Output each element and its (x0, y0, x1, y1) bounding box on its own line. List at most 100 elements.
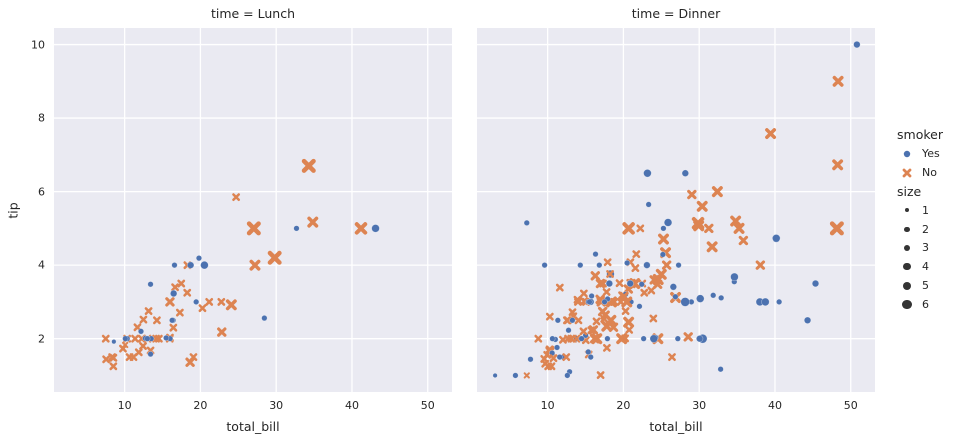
data-point (555, 283, 564, 292)
data-point (674, 335, 681, 342)
legend-item-size-6: 6 (897, 295, 943, 314)
data-point (249, 259, 261, 271)
data-point (193, 298, 200, 306)
data-point (492, 372, 498, 379)
data-point (604, 335, 611, 342)
plot-background (54, 28, 452, 392)
data-point (545, 312, 554, 321)
data-point (625, 325, 634, 334)
data-point (301, 158, 316, 173)
data-point (621, 296, 633, 308)
data-point (658, 233, 669, 245)
data-point (549, 354, 558, 363)
data-point (738, 235, 749, 246)
data-point (647, 286, 656, 295)
data-point (559, 335, 567, 344)
legend-size-dot-icon (897, 263, 917, 271)
data-point (122, 335, 129, 342)
data-point (563, 316, 572, 325)
plot-panel-dinner: 10 20 30 40 50 (477, 28, 875, 412)
data-point (534, 334, 543, 343)
data-point (608, 322, 619, 332)
data-point (111, 339, 117, 345)
data-point (636, 224, 645, 233)
legend-size-dot-icon (897, 281, 917, 290)
data-point (578, 335, 585, 342)
data-point (602, 288, 611, 296)
data-point (683, 332, 693, 342)
data-point (832, 159, 844, 171)
data-point (706, 241, 718, 253)
data-point (832, 75, 844, 87)
plot-area-dinner (477, 28, 875, 392)
x-tick-label: 30 (269, 399, 284, 412)
data-point (616, 297, 625, 306)
x-axis-label-lunch: total_bill (226, 419, 280, 434)
data-point (585, 348, 592, 356)
legend-title-size: size (897, 184, 922, 199)
legend-item-label: 6 (922, 297, 929, 311)
data-point (586, 298, 593, 306)
data-point (761, 297, 770, 307)
data-point (643, 169, 652, 178)
y-tick-label: 10 (31, 38, 45, 52)
legend-circle-marker-icon (897, 147, 917, 161)
x-axis-label-dinner: total_bill (649, 419, 703, 434)
data-point (718, 294, 725, 301)
data-point (643, 261, 651, 269)
x-tick-label: 10 (117, 399, 132, 412)
data-point (624, 259, 631, 267)
data-point (621, 307, 630, 316)
data-point (655, 268, 667, 280)
data-point (101, 334, 110, 343)
data-point (293, 225, 300, 232)
data-point (165, 297, 175, 307)
y-tick-label: 2 (38, 332, 45, 346)
data-point (217, 297, 226, 306)
legend-size-dot-icon (897, 299, 917, 309)
data-point (601, 298, 608, 306)
data-point (246, 221, 261, 236)
x-tick-label: 50 (420, 399, 435, 412)
data-point (577, 262, 584, 269)
data-point (602, 343, 611, 352)
data-point (261, 314, 268, 322)
data-point (169, 323, 178, 332)
data-point (730, 215, 742, 227)
data-point (660, 225, 667, 232)
legend-item-size-1: 1 (897, 201, 943, 220)
data-point (205, 297, 214, 306)
data-point (675, 262, 682, 269)
data-point (631, 264, 640, 273)
data-point (640, 288, 649, 297)
legend-item-smoker-yes: Yes (897, 144, 943, 163)
data-point (710, 292, 717, 299)
data-point (554, 317, 561, 324)
legend-item-size-2: 2 (897, 220, 943, 239)
data-point (590, 271, 600, 281)
data-point (371, 224, 380, 233)
data-point (109, 362, 118, 371)
data-point (589, 333, 600, 344)
legend-item-label: 2 (922, 222, 929, 236)
data-point (803, 316, 812, 324)
data-point (603, 258, 612, 267)
legend-item-size-3: 3 (897, 239, 943, 258)
data-point (616, 333, 628, 345)
data-point (556, 353, 563, 361)
data-point (711, 186, 723, 198)
data-point (592, 251, 599, 258)
facet-title-lunch: time = Lunch (210, 6, 296, 21)
legend-item-label: 1 (922, 203, 929, 217)
data-point (171, 262, 178, 269)
legend-item-label: 5 (922, 279, 929, 293)
data-point (695, 335, 704, 343)
data-point (596, 371, 605, 380)
data-point (177, 279, 186, 288)
plot-area-lunch (54, 28, 452, 392)
data-point (605, 279, 614, 288)
data-point (599, 279, 607, 288)
x-tick-label: 40 (344, 399, 359, 412)
data-point (592, 317, 601, 326)
